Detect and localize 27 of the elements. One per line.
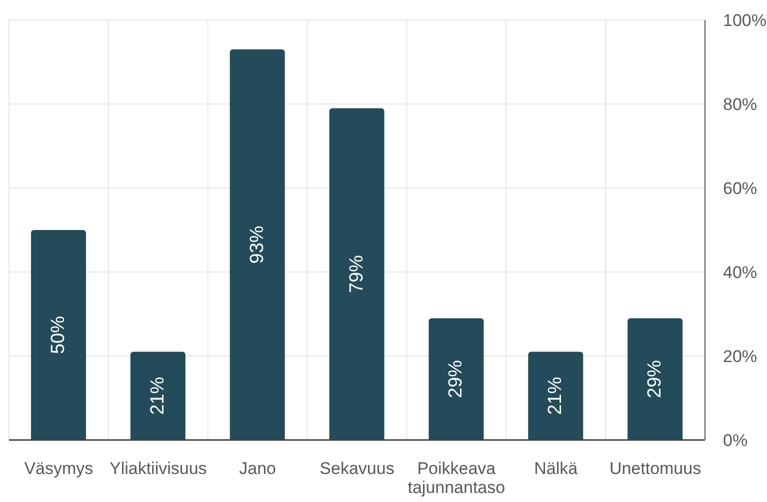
x-tick-label: Yliaktiivisuus [109,459,207,478]
x-tick-label: Unettomuus [609,459,702,478]
data-label: 93% [246,226,268,264]
data-label: 29% [644,360,666,398]
y-tick-label: 100% [723,11,766,30]
x-tick-label: Nälkä [534,459,578,478]
bar [329,108,384,440]
y-tick-label: 0% [723,431,748,450]
y-tick-label: 80% [723,95,758,114]
data-label: 21% [147,376,168,415]
data-label: 50% [48,316,69,354]
x-tick-label: Poikkeava tajunnantaso [408,459,506,497]
bar [130,352,186,440]
data-label: 21% [545,376,566,415]
data-label: 79% [346,254,368,294]
x-tick-label: Sekavuus [320,459,394,478]
bar [628,318,683,440]
x-tick-label: Väsymys [24,459,94,478]
bar [528,352,584,440]
data-label: 29% [446,360,467,398]
y-tick-label: 20% [723,347,758,366]
bar [230,49,285,440]
y-tick-label: 60% [723,179,758,198]
x-tick-label: Jano [239,459,276,478]
bar [428,318,484,440]
y-tick-label: 40% [723,263,758,282]
bar [31,230,86,440]
